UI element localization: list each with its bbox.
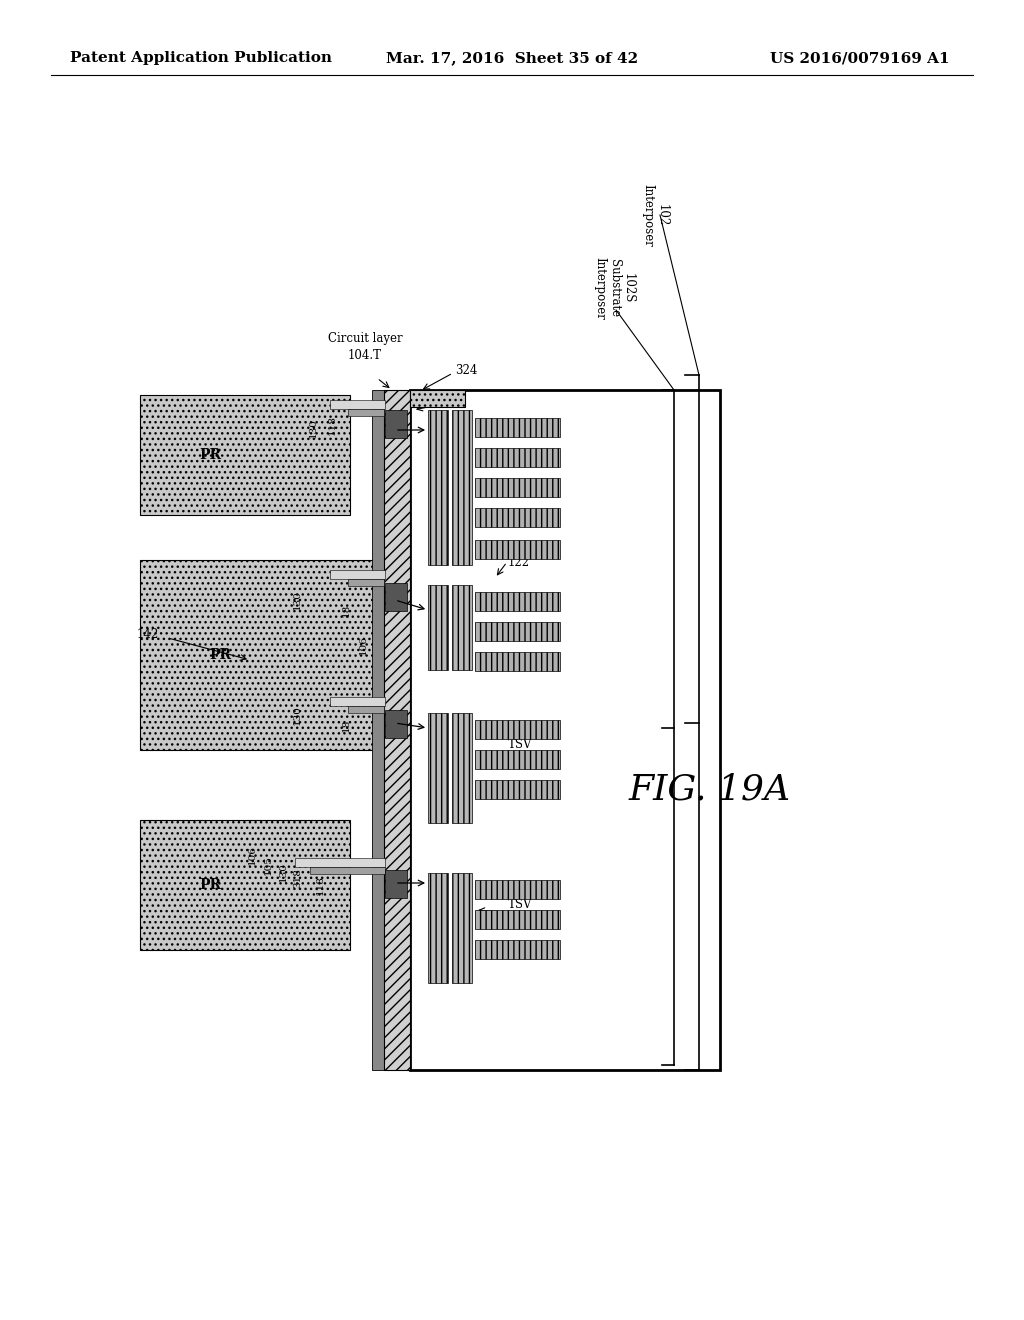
Bar [475,447,560,467]
Text: 130: 130 [279,862,288,882]
Bar [348,706,384,713]
Text: 105: 105 [263,855,272,875]
Text: 130: 130 [293,590,301,610]
Text: 142: 142 [137,628,159,642]
Bar [372,389,384,1071]
Text: TSV: TSV [508,738,532,751]
Bar [428,585,449,671]
Text: 102S: 102S [622,273,635,304]
Bar [330,400,385,409]
Bar [140,560,375,750]
Bar [475,719,560,739]
Bar [452,713,472,822]
Bar [475,478,560,498]
Text: Interposer: Interposer [641,183,654,247]
Bar [475,750,560,770]
Bar [475,880,560,899]
Bar [385,710,407,738]
Text: TSV: TSV [508,899,532,912]
Bar [428,713,449,822]
Text: Substrate: Substrate [607,259,621,317]
Bar [475,652,560,671]
Text: Mar. 17, 2016  Sheet 35 of 42: Mar. 17, 2016 Sheet 35 of 42 [386,51,638,65]
Bar [475,780,560,799]
Text: 118: 118 [328,414,337,434]
Bar [475,909,560,929]
Bar [384,389,410,1071]
Bar [385,411,407,438]
Bar [452,873,472,983]
Text: TSVs: TSVs [508,541,539,554]
Text: PR: PR [199,878,221,892]
Bar [475,591,560,611]
Bar [140,395,350,515]
Bar [330,697,385,706]
Bar [452,585,472,671]
Bar [348,579,384,586]
Text: 318: 318 [294,869,302,888]
Text: Circuit layer: Circuit layer [328,333,402,345]
Text: 104.T: 104.T [348,348,382,362]
Text: 102: 102 [655,203,669,226]
Bar [475,540,560,558]
Bar [428,873,449,983]
Text: 130: 130 [293,705,301,725]
Bar [475,508,560,527]
Text: US 2016/0079169 A1: US 2016/0079169 A1 [770,51,950,65]
Text: 122: 122 [508,912,530,925]
Text: 18: 18 [341,603,350,616]
Bar [410,389,465,407]
Bar [410,389,720,1071]
Bar [330,570,385,579]
Bar [140,820,350,950]
Bar [428,411,449,565]
Bar [385,583,407,611]
Text: 324: 324 [455,363,477,376]
Text: PR: PR [209,648,231,663]
Bar [295,858,385,867]
Text: FIG. 19A: FIG. 19A [629,774,792,807]
Text: Patent Application Publication: Patent Application Publication [70,51,332,65]
Text: Interposer: Interposer [594,256,606,319]
Text: 324: 324 [430,397,453,411]
Bar [348,409,384,416]
Text: 106: 106 [358,635,368,655]
Bar [452,411,472,565]
Bar [475,940,560,960]
Bar [475,622,560,642]
Text: 130: 130 [308,418,317,438]
Text: 122: 122 [508,556,530,569]
Text: 106: 106 [248,845,256,865]
Text: 18: 18 [341,718,350,731]
Bar [475,418,560,437]
Text: PR: PR [199,447,221,462]
Bar [385,870,407,898]
Text: 118: 118 [315,875,325,895]
Bar [310,867,385,874]
Text: 122: 122 [508,752,530,766]
